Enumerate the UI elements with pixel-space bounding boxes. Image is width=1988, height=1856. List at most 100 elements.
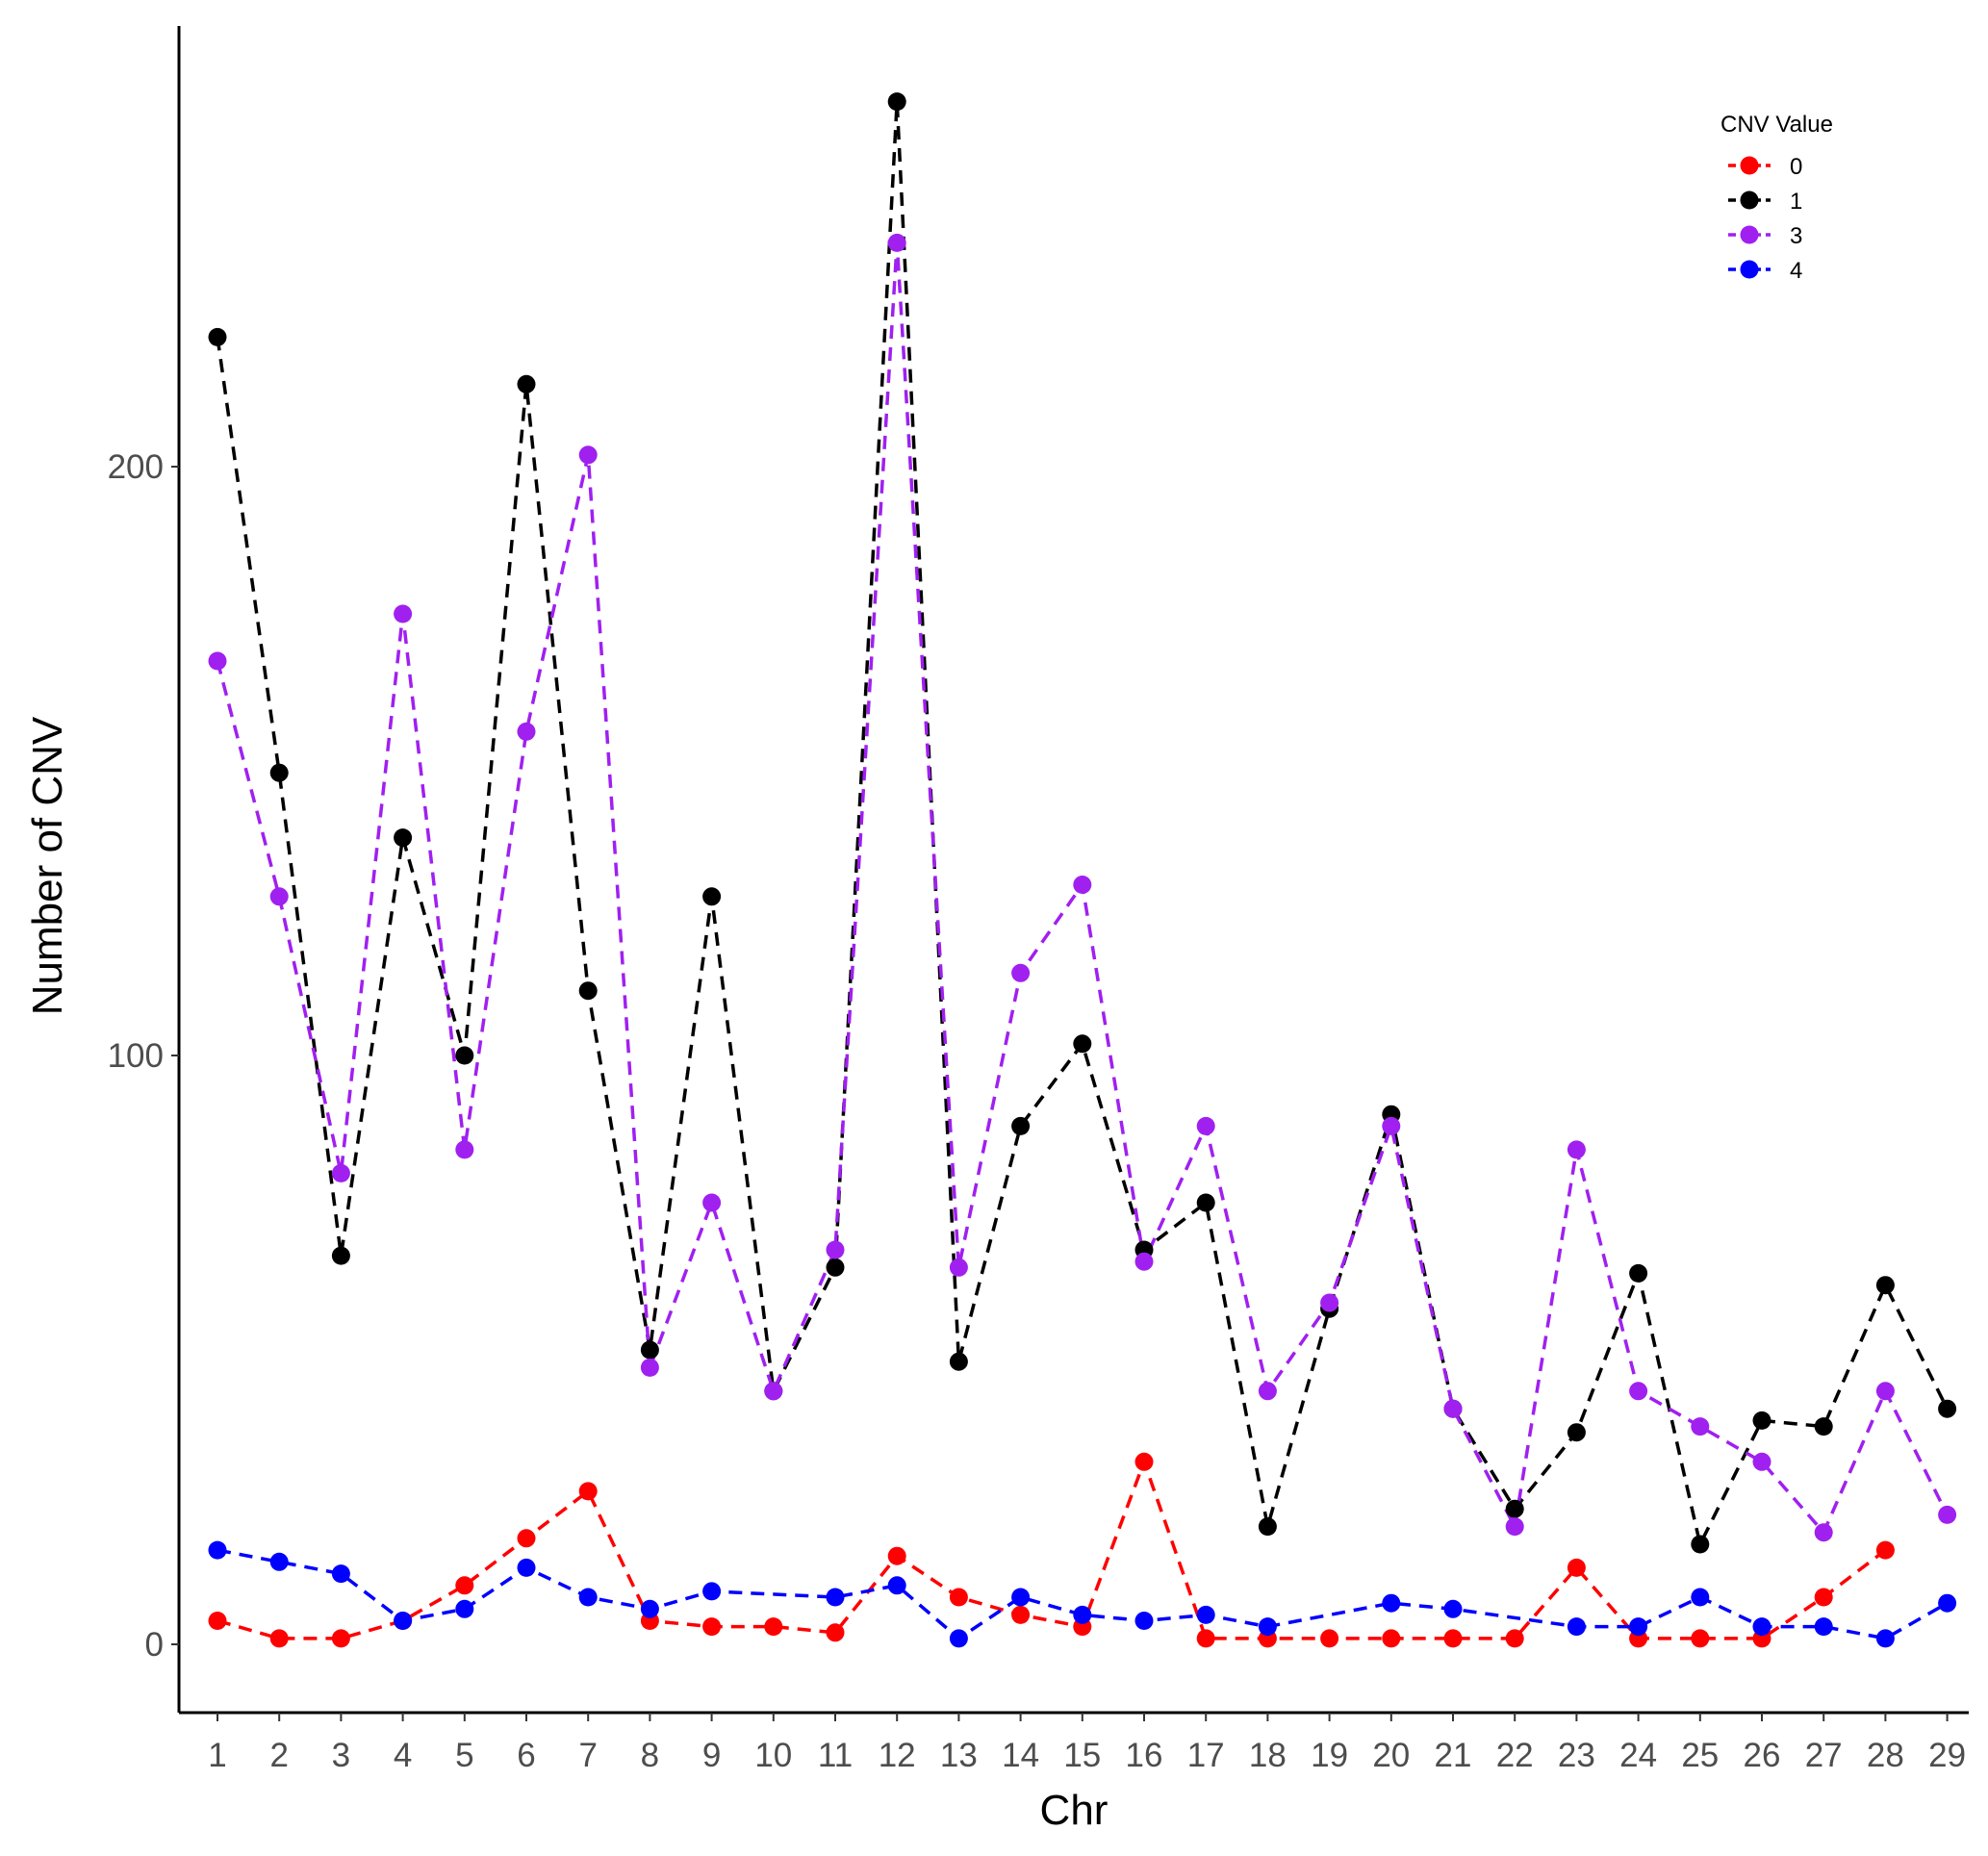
data-point-4 bbox=[1629, 1617, 1648, 1637]
data-point-3 bbox=[269, 887, 289, 906]
x-tick-label: 16 bbox=[1126, 1737, 1163, 1774]
data-point-1 bbox=[1875, 1276, 1895, 1295]
series-line-0 bbox=[217, 1460, 1887, 1640]
data-point-0 bbox=[269, 1629, 289, 1648]
x-tick-label: 23 bbox=[1558, 1737, 1595, 1774]
data-point-0 bbox=[331, 1629, 350, 1648]
data-point-1 bbox=[517, 374, 536, 394]
data-point-4 bbox=[1814, 1617, 1833, 1637]
data-point-1 bbox=[1691, 1535, 1710, 1554]
data-point-3 bbox=[1752, 1452, 1771, 1471]
data-point-0 bbox=[826, 1623, 845, 1642]
data-point-1 bbox=[578, 981, 598, 1001]
x-tick-label: 22 bbox=[1496, 1737, 1534, 1774]
data-point-1 bbox=[1258, 1517, 1277, 1537]
legend-label-0: 0 bbox=[1790, 154, 1802, 180]
y-tick-label: 0 bbox=[145, 1626, 164, 1664]
x-axis-ticks: 1 2 3 4 5 6 7 8 9 10 11 12 13 14 15 16 17 18 19 20 21 22 23 24 2… bbox=[208, 1713, 1966, 1774]
data-point-0 bbox=[887, 1546, 906, 1565]
legend-label-3: 3 bbox=[1790, 223, 1802, 249]
x-tick-label: 2 bbox=[269, 1737, 288, 1774]
legend: CNV Value 0 1 3 4 bbox=[1720, 112, 1833, 284]
data-point-1 bbox=[1505, 1499, 1524, 1518]
data-point-3 bbox=[455, 1140, 474, 1159]
data-point-4 bbox=[1011, 1588, 1031, 1607]
data-point-3 bbox=[1320, 1293, 1339, 1312]
legend-label-1: 1 bbox=[1790, 189, 1802, 215]
x-tick-label: 3 bbox=[332, 1737, 350, 1774]
data-point-3 bbox=[640, 1358, 659, 1377]
data-point-1 bbox=[455, 1046, 474, 1065]
data-point-3 bbox=[208, 651, 227, 671]
data-point-1 bbox=[1938, 1399, 1957, 1418]
data-point-1 bbox=[949, 1352, 968, 1371]
x-tick-label: 14 bbox=[1002, 1737, 1039, 1774]
data-point-1 bbox=[1567, 1423, 1586, 1442]
data-point-0 bbox=[1320, 1629, 1339, 1648]
data-point-0 bbox=[702, 1617, 722, 1637]
data-point-3 bbox=[1567, 1140, 1586, 1159]
data-point-4 bbox=[331, 1564, 350, 1584]
legend-marker-1 bbox=[1740, 191, 1759, 210]
data-point-1 bbox=[887, 92, 906, 112]
data-point-3 bbox=[1938, 1505, 1957, 1524]
x-tick-label: 18 bbox=[1249, 1737, 1287, 1774]
data-point-3 bbox=[1875, 1382, 1895, 1401]
x-tick-label: 12 bbox=[879, 1737, 916, 1774]
data-point-1 bbox=[331, 1246, 350, 1265]
data-point-4 bbox=[1938, 1593, 1957, 1613]
data-point-3 bbox=[949, 1258, 968, 1277]
data-point-4 bbox=[1567, 1617, 1586, 1637]
y-tick-label: 100 bbox=[108, 1037, 164, 1075]
x-tick-label: 21 bbox=[1435, 1737, 1472, 1774]
data-point-4 bbox=[1134, 1612, 1154, 1630]
series-line-4 bbox=[217, 1548, 1949, 1640]
data-point-0 bbox=[517, 1529, 536, 1548]
data-point-0 bbox=[1443, 1629, 1463, 1648]
x-tick-label: 9 bbox=[702, 1737, 721, 1774]
series-points bbox=[208, 92, 1957, 1648]
data-point-4 bbox=[702, 1582, 722, 1601]
data-point-3 bbox=[887, 233, 906, 252]
data-point-4 bbox=[640, 1599, 659, 1618]
x-tick-label: 11 bbox=[818, 1737, 853, 1774]
data-point-1 bbox=[1814, 1417, 1833, 1436]
data-point-1 bbox=[394, 828, 413, 848]
data-point-4 bbox=[455, 1599, 474, 1618]
legend-title: CNV Value bbox=[1720, 112, 1833, 138]
data-point-0 bbox=[1567, 1558, 1586, 1577]
data-point-3 bbox=[1196, 1116, 1215, 1135]
data-point-4 bbox=[578, 1588, 598, 1607]
data-point-3 bbox=[394, 604, 413, 623]
data-point-0 bbox=[455, 1576, 474, 1595]
x-tick-label: 4 bbox=[394, 1737, 412, 1774]
data-point-0 bbox=[1875, 1540, 1895, 1560]
data-point-1 bbox=[1196, 1193, 1215, 1212]
data-point-3 bbox=[1134, 1252, 1154, 1271]
data-point-3 bbox=[331, 1163, 350, 1182]
data-point-4 bbox=[1443, 1599, 1463, 1618]
data-point-4 bbox=[1875, 1629, 1895, 1648]
x-tick-label: 7 bbox=[578, 1737, 597, 1774]
data-point-4 bbox=[1382, 1593, 1401, 1613]
data-point-1 bbox=[1073, 1034, 1092, 1054]
data-point-0 bbox=[1134, 1452, 1154, 1471]
x-tick-label: 20 bbox=[1372, 1737, 1410, 1774]
data-point-3 bbox=[1629, 1382, 1648, 1401]
y-tick-label: 200 bbox=[108, 448, 164, 486]
data-point-4 bbox=[1196, 1605, 1215, 1624]
y-axis-title: Number of CNV bbox=[24, 716, 71, 1015]
x-tick-label: 15 bbox=[1063, 1737, 1101, 1774]
data-point-3 bbox=[1505, 1517, 1524, 1537]
data-point-4 bbox=[269, 1552, 289, 1571]
legend-marker-3 bbox=[1740, 225, 1759, 244]
data-point-3 bbox=[1382, 1116, 1401, 1135]
data-point-1 bbox=[702, 887, 722, 906]
legend-marker-0 bbox=[1740, 156, 1759, 175]
data-point-0 bbox=[764, 1617, 783, 1637]
x-tick-label: 1 bbox=[208, 1737, 226, 1774]
x-tick-label: 17 bbox=[1187, 1737, 1225, 1774]
x-tick-label: 25 bbox=[1681, 1737, 1719, 1774]
data-point-1 bbox=[1011, 1116, 1031, 1135]
